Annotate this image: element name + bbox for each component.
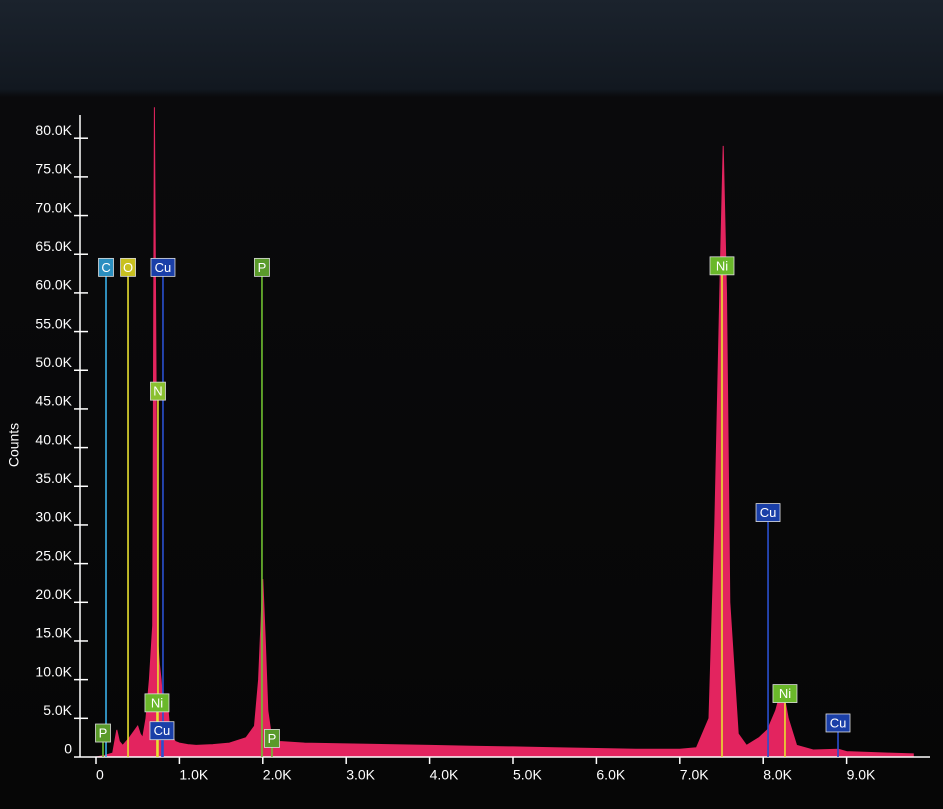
- element-label: Ni: [779, 686, 791, 701]
- element-label: P: [268, 731, 277, 746]
- y-tick-label: 60.0K: [35, 277, 72, 293]
- y-axis-label: Counts: [6, 423, 22, 467]
- element-box: [825, 713, 851, 733]
- element-label: P: [99, 725, 108, 740]
- element-box: [772, 684, 798, 703]
- y-tick-label: 25.0K: [35, 547, 72, 563]
- y-tick-label: 30.0K: [35, 509, 72, 525]
- y-tick-label: 5.0K: [43, 702, 72, 718]
- x-tick-label: 3.0K: [346, 767, 375, 783]
- x-tick-label: 0: [96, 767, 104, 783]
- element-box: [150, 381, 166, 401]
- element-box: [144, 693, 170, 713]
- x-tick-label: 9.0K: [847, 767, 876, 783]
- element-box: [150, 257, 176, 277]
- y-tick-label: 75.0K: [35, 161, 72, 177]
- x-tick-label: 6.0K: [596, 767, 625, 783]
- element-box: [264, 729, 280, 748]
- element-label: N: [153, 384, 162, 399]
- x-tick-label: 5.0K: [513, 767, 542, 783]
- y-tick-label: 55.0K: [35, 315, 72, 331]
- element-box: [709, 256, 735, 276]
- y-tick-label: 0: [64, 741, 72, 757]
- element-label: Cu: [830, 715, 847, 730]
- x-tick-label: 7.0K: [680, 767, 709, 783]
- element-label: C: [101, 260, 110, 275]
- y-tick-label: 10.0K: [35, 663, 72, 679]
- element-label: Cu: [154, 723, 171, 738]
- element-box: [98, 257, 114, 277]
- x-tick-label: 8.0K: [763, 767, 792, 783]
- element-label: Cu: [155, 260, 172, 275]
- y-tick-label: 20.0K: [35, 586, 72, 602]
- x-tick-label: 1.0K: [179, 767, 208, 783]
- x-tick-label: 4.0K: [430, 767, 459, 783]
- element-box: [755, 503, 781, 522]
- element-box: [149, 721, 175, 741]
- element-label: Cu: [760, 505, 777, 520]
- y-tick-label: 65.0K: [35, 238, 72, 254]
- element-label: Ni: [716, 258, 728, 273]
- y-tick-label: 45.0K: [35, 393, 72, 409]
- y-tick-label: 40.0K: [35, 431, 72, 447]
- y-tick-label: 70.0K: [35, 199, 72, 215]
- element-box: [120, 257, 136, 277]
- element-box: [254, 257, 270, 277]
- y-tick-label: 35.0K: [35, 470, 72, 486]
- element-box: [95, 723, 111, 743]
- element-label: Ni: [151, 695, 163, 710]
- y-tick-label: 50.0K: [35, 354, 72, 370]
- x-tick-label: 2.0K: [263, 767, 292, 783]
- element-label: P: [258, 260, 267, 275]
- element-label: O: [123, 260, 133, 275]
- spectrum-area: [95, 107, 914, 758]
- y-tick-label: 15.0K: [35, 625, 72, 641]
- y-tick-label: 80.0K: [35, 122, 72, 138]
